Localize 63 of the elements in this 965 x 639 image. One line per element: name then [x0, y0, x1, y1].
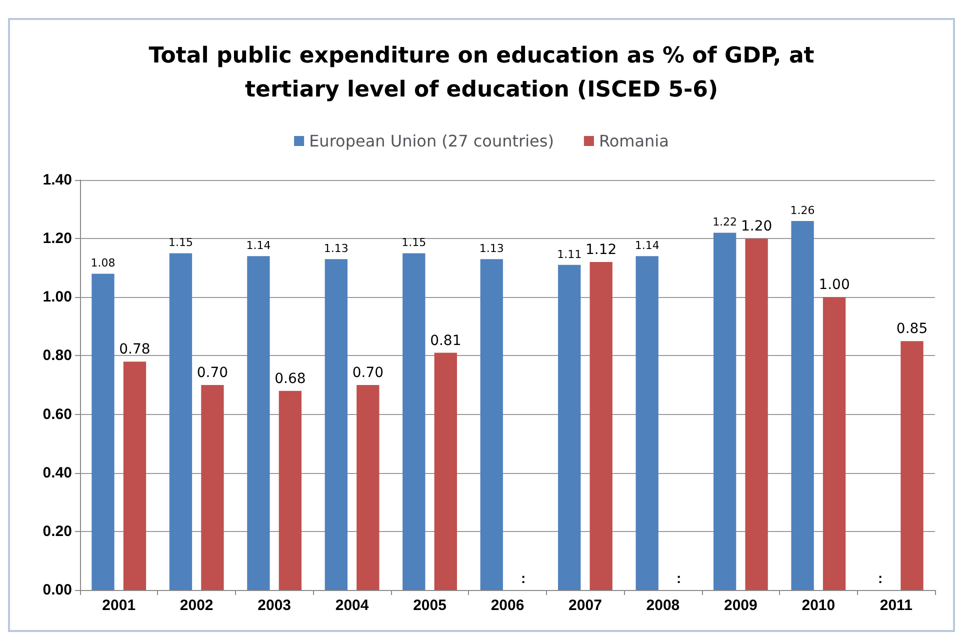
bar: [402, 253, 426, 590]
x-tick-label: 2008: [646, 597, 680, 614]
x-tick-label: 2005: [413, 597, 446, 614]
x-tick-label: 2004: [335, 597, 370, 614]
data-label: 1.00: [818, 277, 850, 294]
data-label: 1.12: [586, 242, 617, 258]
bar: [278, 390, 302, 590]
bar: [123, 362, 146, 590]
text: :: [521, 570, 526, 586]
bar: [791, 221, 814, 590]
text: :: [676, 570, 682, 586]
bar: [92, 274, 114, 590]
bar: [324, 259, 348, 590]
data-label: 1.13: [479, 242, 504, 256]
bar: [558, 264, 581, 590]
data-label: 1.20: [740, 218, 772, 235]
data-label: 1.14: [246, 239, 271, 252]
text: :: [878, 570, 883, 586]
data-label: 0.78: [119, 342, 150, 358]
x-tick-label: 2002: [180, 597, 214, 614]
bar: [201, 385, 224, 590]
data-label: 1.15: [168, 236, 193, 250]
data-label: 1.15: [402, 236, 426, 250]
bar: [480, 259, 503, 590]
y-tick-label: 0.40: [42, 464, 72, 482]
x-tick-label: 2001: [102, 597, 136, 614]
x-tick-label: 2003: [258, 597, 292, 614]
bar: [247, 256, 270, 590]
data-label: 1.14: [634, 239, 660, 252]
x-tick-label: 2006: [490, 597, 524, 614]
y-tick-label: 1.20: [42, 230, 72, 248]
y-tick-label: 0.00: [42, 582, 72, 598]
bar: [590, 262, 612, 590]
data-label: 1.13: [324, 242, 348, 256]
x-tick-label: 2010: [802, 597, 836, 614]
data-label: 1.08: [90, 256, 116, 270]
data-label: 0.70: [352, 365, 384, 381]
data-label: 1.22: [712, 216, 738, 229]
data-label: 0.68: [274, 370, 306, 387]
x-tick-label: 2011: [880, 597, 912, 614]
data-label: 0.85: [896, 321, 928, 338]
x-tick-label: 2009: [724, 597, 758, 614]
y-tick-label: 1.40: [42, 172, 72, 188]
y-tick-label: 0.20: [42, 522, 72, 540]
y-tick-label: 0.60: [42, 406, 72, 423]
bar: [434, 352, 457, 590]
bar: [900, 341, 924, 590]
legend-label: European Union (27 countries): [309, 132, 554, 150]
bar: [713, 232, 736, 590]
bar: [822, 297, 846, 590]
y-tick-label: 1.00: [42, 288, 72, 306]
data-label: 0.81: [430, 332, 462, 349]
data-label: 1.26: [790, 204, 815, 217]
bar: [169, 253, 192, 590]
chart-title: Total public expenditure on education as % of GDP, at tertiary level of education (ISCED 5-6): [148, 44, 815, 102]
bar: [636, 256, 658, 590]
bar: [356, 385, 380, 590]
y-tick-label: 0.80: [42, 347, 72, 364]
data-label: 1.11: [557, 248, 582, 261]
data-label: 0.70: [196, 365, 228, 381]
legend-label: Romania: [598, 132, 669, 150]
x-tick-label: 2007: [568, 597, 602, 614]
bar: [745, 238, 768, 590]
